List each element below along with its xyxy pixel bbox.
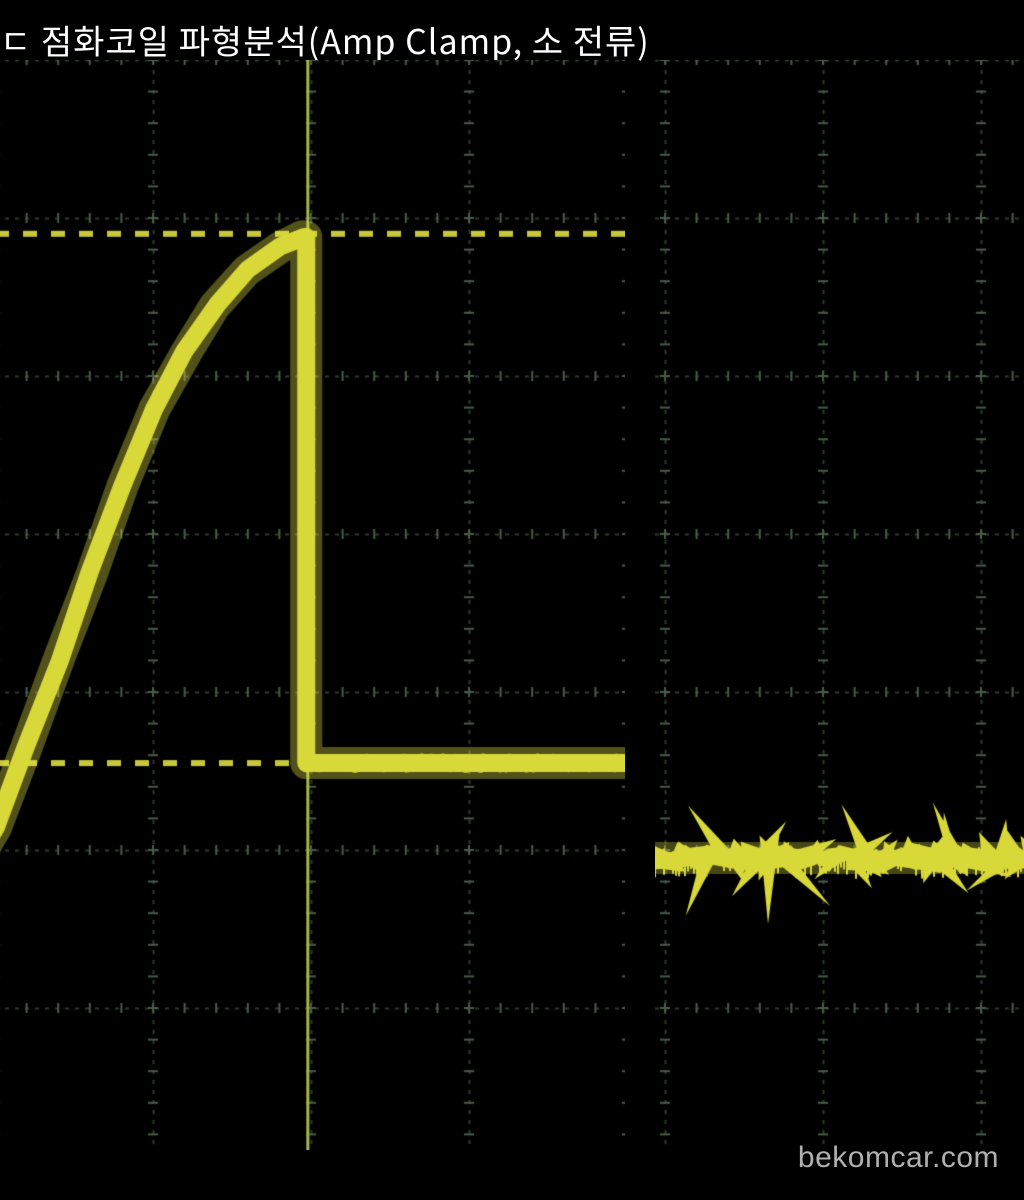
oscilloscope-screenshot: ㄷ 점화코일 파형분석(Amp Clamp, 소 전류) 파형 쇼트(합선, 단… [0,0,1024,1200]
watermark-text: bekomcar.com [798,1141,999,1175]
left-oscilloscope [0,60,625,1150]
main-title: ㄷ 점화코일 파형분석(Amp Clamp, 소 전류) [0,15,650,64]
right-oscilloscope [655,60,1024,1150]
